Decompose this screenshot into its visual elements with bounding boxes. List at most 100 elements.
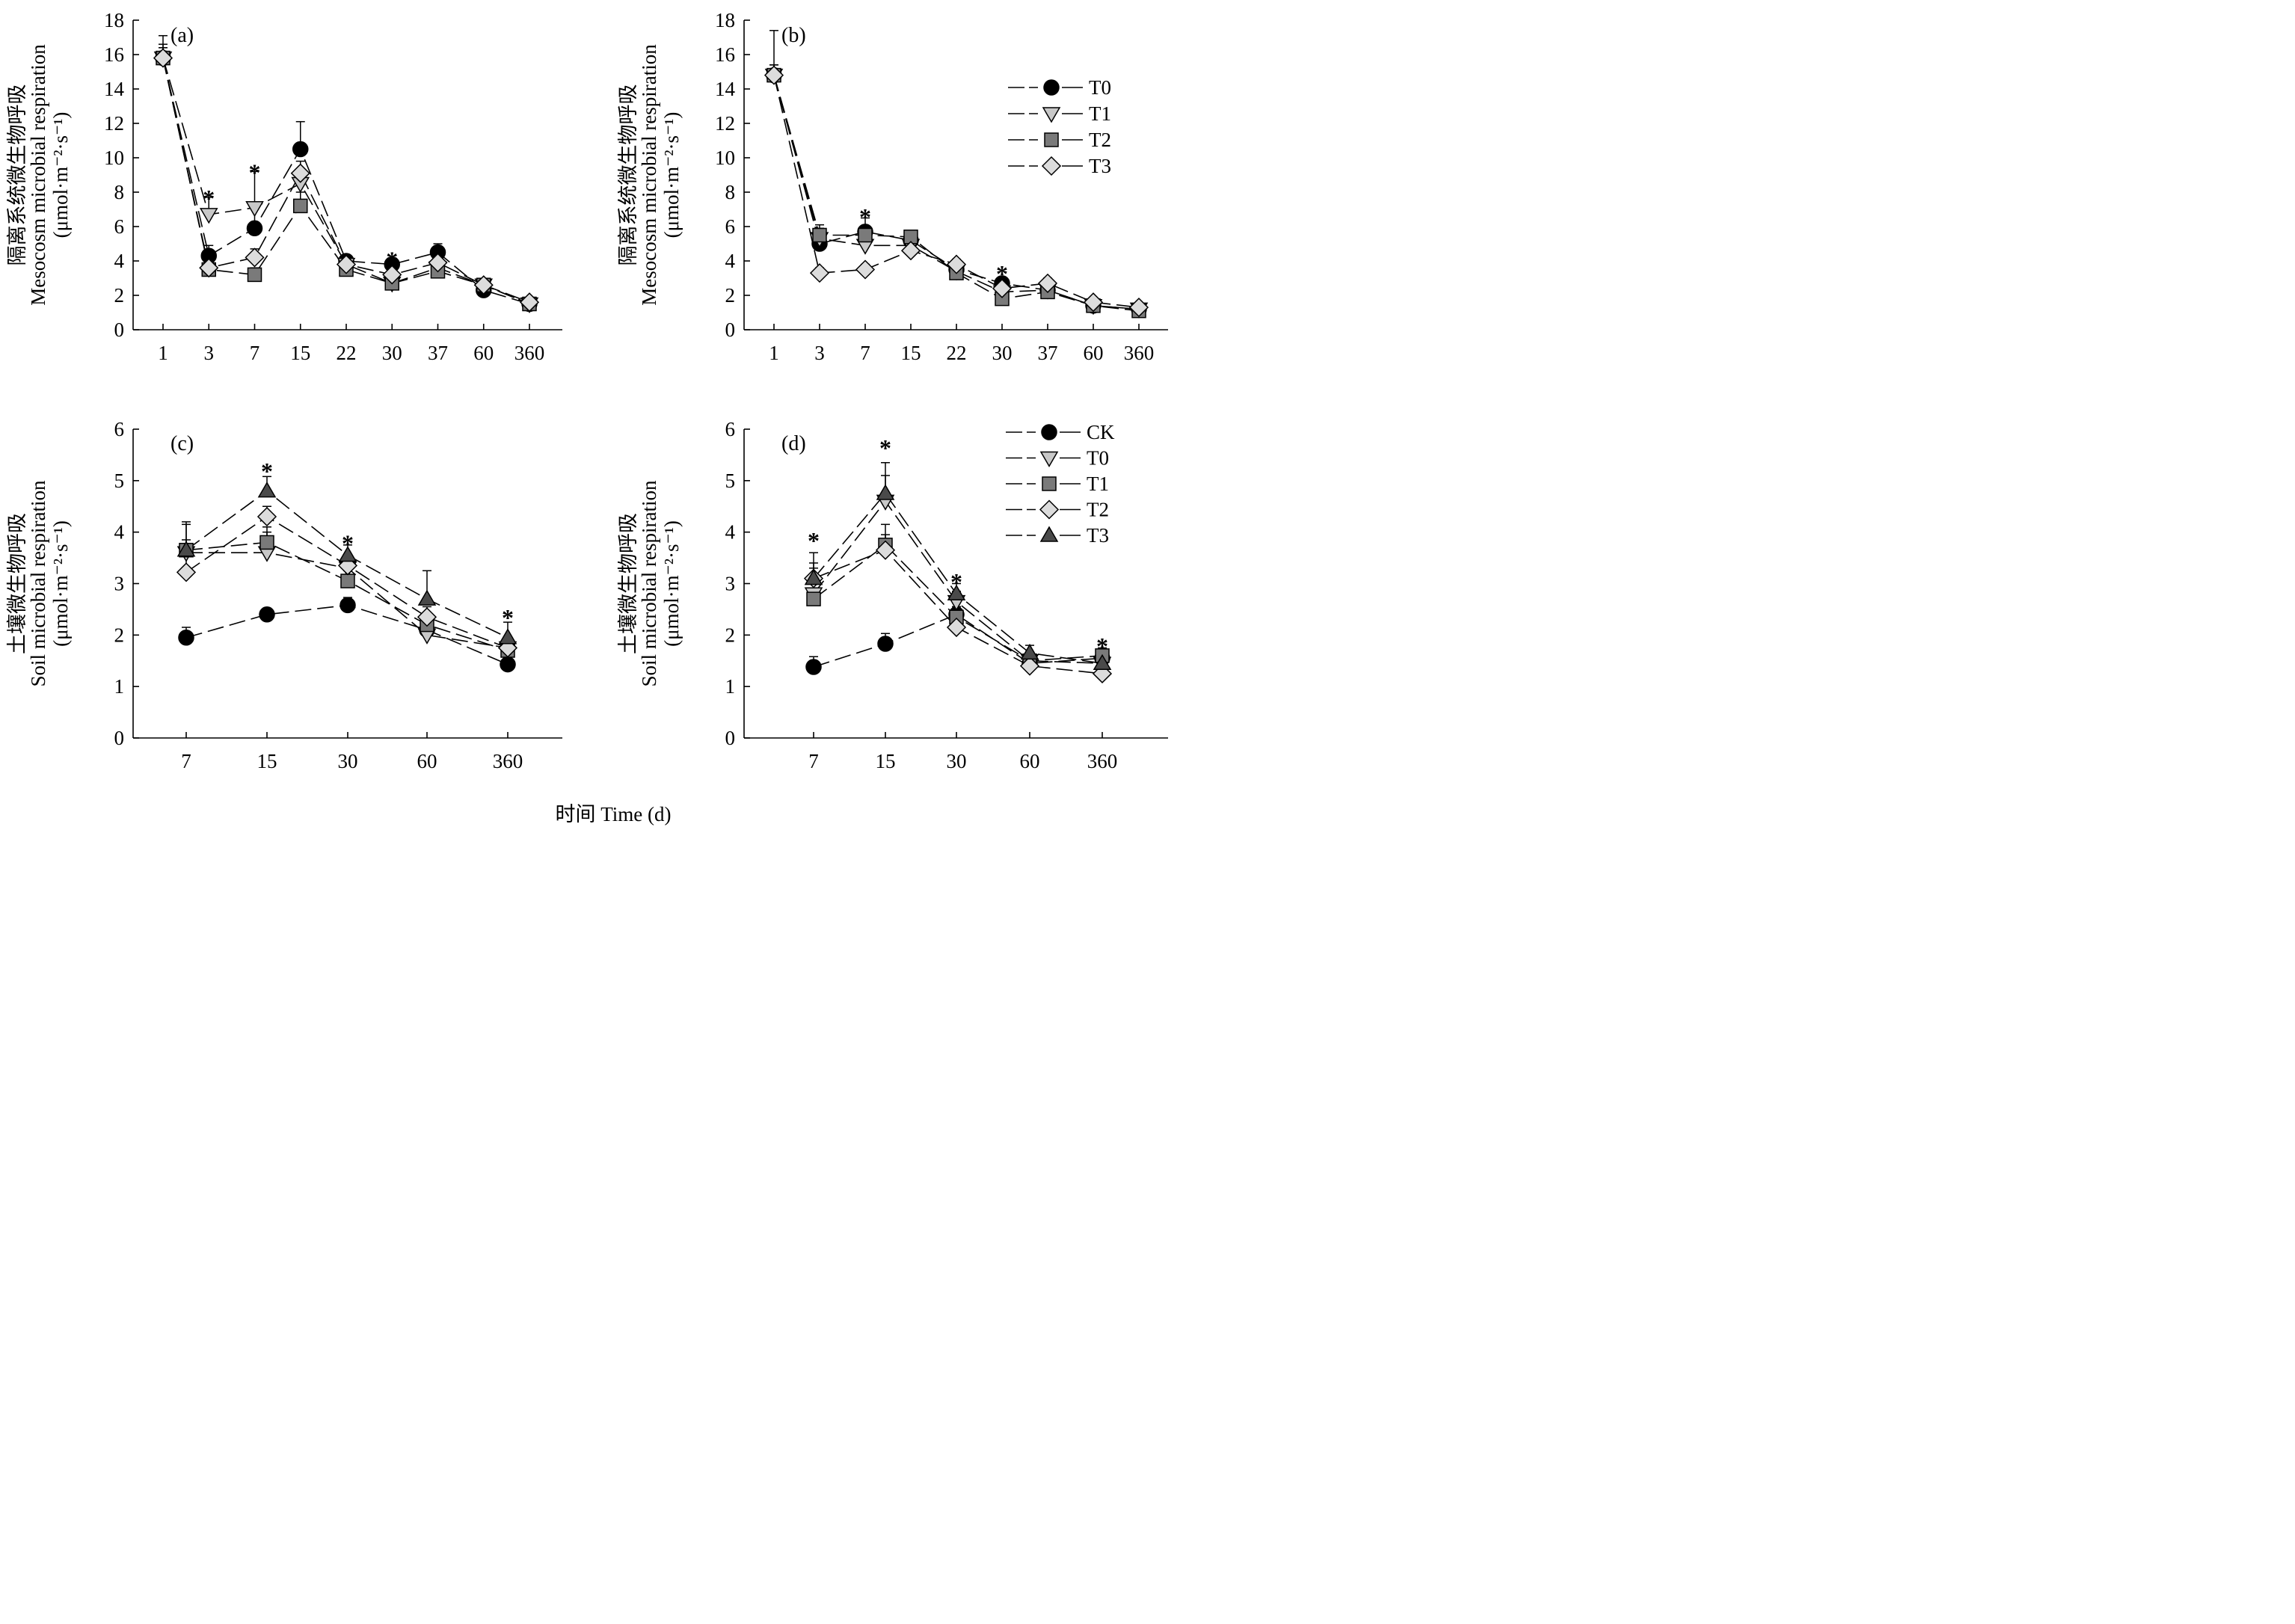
x-tick-label: 15 <box>901 342 921 364</box>
y-tick-label: 18 <box>104 9 124 31</box>
legend-item-T3: T3 <box>1006 524 1109 547</box>
y-tick-label: 2 <box>725 624 736 646</box>
significance-star: * <box>203 185 215 212</box>
legend-item-T3: T3 <box>1008 155 1111 177</box>
data-point <box>804 569 823 585</box>
data-point <box>247 267 262 283</box>
y-tick-label: 6 <box>114 215 125 238</box>
data-point <box>946 254 967 274</box>
y-axis-label-unit: (μmol·m⁻²·s⁻¹) <box>660 112 683 239</box>
data-point <box>858 227 873 243</box>
data-point <box>259 535 274 550</box>
x-tick-label: 37 <box>428 342 448 364</box>
legend-item-T2: T2 <box>1008 129 1111 151</box>
x-tick-label: 30 <box>947 750 967 772</box>
data-point <box>290 163 310 183</box>
y-tick-label: 6 <box>725 418 736 440</box>
data-point <box>199 208 218 224</box>
data-point <box>1093 653 1112 670</box>
legend-label: T1 <box>1089 102 1111 125</box>
x-tick-label: 15 <box>290 342 310 364</box>
data-point <box>417 589 437 606</box>
x-tick-label: 37 <box>1038 342 1058 364</box>
data-point <box>382 265 402 285</box>
legend: CK T0 T1 T2 T3 <box>1006 421 1115 547</box>
y-axis-label-cn: 隔离系统微生物呼吸 <box>6 84 28 266</box>
data-point <box>473 275 494 295</box>
markers-CK <box>178 597 516 673</box>
y-tick-label: 0 <box>114 727 125 749</box>
legend-item-T0: T0 <box>1008 76 1111 99</box>
data-point <box>153 48 173 68</box>
legend-label: T0 <box>1087 447 1109 470</box>
data-point <box>340 573 355 588</box>
x-tick-label: 360 <box>1087 750 1118 772</box>
legend: T0 T1 T2 T3 <box>1008 76 1111 177</box>
y-tick-label: 10 <box>715 147 735 169</box>
legend-label: T2 <box>1087 499 1109 521</box>
y-axis-label-unit: (μmol·m⁻²·s⁻¹) <box>660 520 683 647</box>
y-tick-label: 4 <box>114 521 125 544</box>
y-axis-label-cn: 隔离系统微生物呼吸 <box>617 84 639 266</box>
x-tick-label: 7 <box>860 342 870 364</box>
significance-star: * <box>502 604 514 631</box>
panel-label: (c) <box>170 432 194 455</box>
data-point <box>1128 298 1149 318</box>
x-tick-label: 360 <box>514 342 545 364</box>
data-point <box>805 659 822 675</box>
y-axis-label-cn: 土壤微生物呼吸 <box>617 513 639 654</box>
x-tick-label: 60 <box>1084 342 1104 364</box>
y-axis-label-unit: (μmol·m⁻²·s⁻¹) <box>49 520 72 647</box>
data-point <box>257 482 277 498</box>
markers-T3 <box>153 48 540 313</box>
x-tick-label: 15 <box>876 750 896 772</box>
y-tick-label: 14 <box>104 78 125 100</box>
panel-label: (b) <box>781 24 806 47</box>
y-tick-label: 6 <box>725 215 736 238</box>
legend-label: T1 <box>1087 473 1109 495</box>
legend-item-T2: T2 <box>1006 499 1109 521</box>
data-point <box>340 597 356 614</box>
y-tick-label: 4 <box>725 521 736 544</box>
markers-T3 <box>764 65 1149 318</box>
y-tick-label: 2 <box>725 284 736 307</box>
y-tick-label: 10 <box>104 147 124 169</box>
x-tick-label: 7 <box>181 750 191 772</box>
legend-marker <box>1042 476 1057 491</box>
y-tick-label: 0 <box>725 727 736 749</box>
y-tick-label: 0 <box>114 319 125 341</box>
data-point <box>876 484 895 500</box>
y-tick-label: 14 <box>715 78 736 100</box>
data-point <box>947 584 966 601</box>
y-tick-label: 5 <box>114 470 125 492</box>
data-point <box>417 607 437 627</box>
data-point <box>855 259 876 280</box>
legend-label: T3 <box>1087 524 1109 547</box>
y-tick-label: 8 <box>725 181 736 203</box>
series-line <box>162 58 530 305</box>
data-point <box>1083 292 1104 313</box>
data-point <box>1020 643 1039 660</box>
y-tick-label: 12 <box>104 112 124 135</box>
y-tick-label: 2 <box>114 624 125 646</box>
data-point <box>519 292 540 313</box>
y-tick-label: 16 <box>715 43 735 66</box>
x-tick-label: 1 <box>158 342 168 364</box>
significance-star: * <box>386 247 398 274</box>
y-tick-label: 1 <box>114 675 125 698</box>
data-point <box>336 254 357 274</box>
y-tick-label: 16 <box>104 43 124 66</box>
x-tick-label: 22 <box>337 342 357 364</box>
y-tick-label: 18 <box>715 9 735 31</box>
x-tick-label: 7 <box>808 750 819 772</box>
legend-marker <box>1039 499 1060 520</box>
y-tick-label: 2 <box>114 284 125 307</box>
y-axis-label-cn: 土壤微生物呼吸 <box>6 513 28 654</box>
y-axis-label-en: Mesocosm microbial respiration <box>638 44 660 306</box>
significance-star: * <box>879 434 891 461</box>
legend-label: T2 <box>1089 129 1111 151</box>
significance-star: * <box>342 529 354 556</box>
y-tick-label: 3 <box>114 573 125 595</box>
significance-star: * <box>249 159 261 185</box>
